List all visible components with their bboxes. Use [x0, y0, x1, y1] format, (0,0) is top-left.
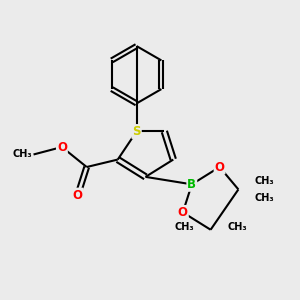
Text: CH₃: CH₃: [255, 176, 274, 186]
Text: O: O: [178, 206, 188, 219]
Text: CH₃: CH₃: [255, 193, 274, 203]
Text: S: S: [132, 125, 141, 138]
Text: O: O: [73, 189, 83, 202]
Text: O: O: [57, 140, 67, 154]
Text: O: O: [214, 160, 225, 173]
Text: CH₃: CH₃: [175, 222, 194, 232]
Text: CH₃: CH₃: [12, 149, 32, 160]
Text: B: B: [187, 178, 196, 191]
Text: CH₃: CH₃: [227, 222, 247, 232]
